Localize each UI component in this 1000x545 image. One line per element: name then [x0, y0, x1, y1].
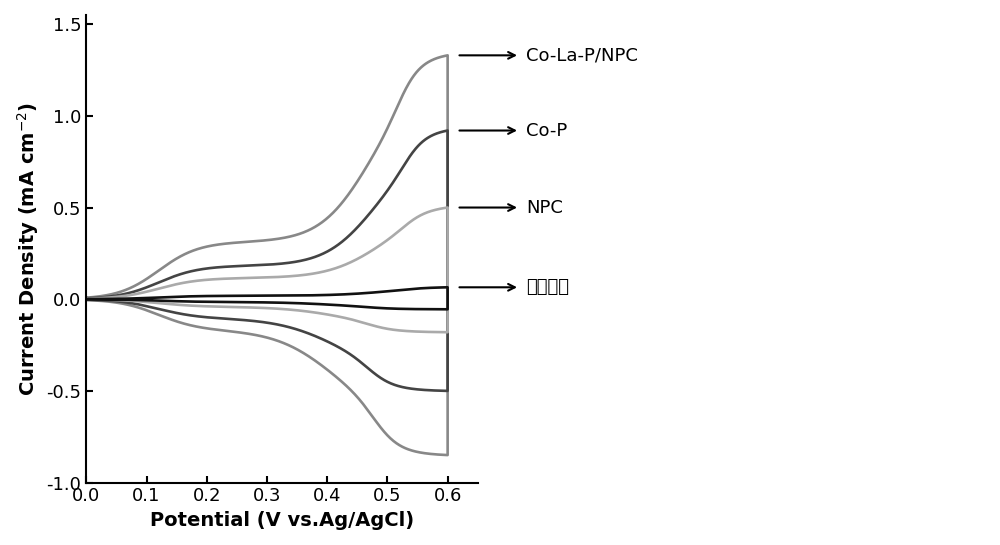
Text: 空白电极: 空白电极	[526, 278, 569, 296]
Y-axis label: Current Density (mA cm$^{-2}$): Current Density (mA cm$^{-2}$)	[15, 102, 41, 396]
Text: Co-La-P/NPC: Co-La-P/NPC	[526, 46, 638, 64]
X-axis label: Potential (V vs.Ag/AgCl): Potential (V vs.Ag/AgCl)	[150, 511, 414, 530]
Text: Co-P: Co-P	[526, 122, 567, 140]
Text: NPC: NPC	[526, 198, 563, 216]
